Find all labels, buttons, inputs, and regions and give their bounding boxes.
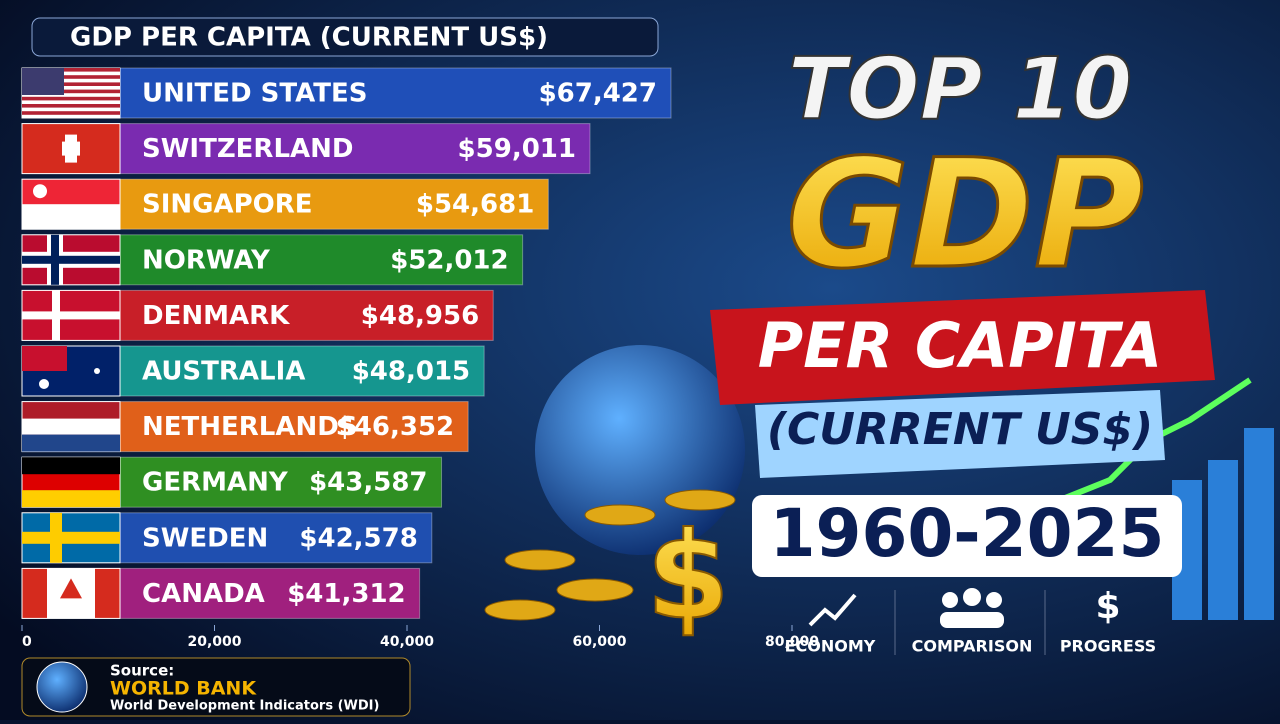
icon-row: $ [808, 586, 1121, 655]
flag [22, 96, 120, 101]
value-label: $43,587 [309, 468, 427, 498]
value-label: $48,956 [361, 301, 479, 331]
x-tick-label: 80,000 [765, 634, 819, 650]
flag [60, 578, 82, 599]
headline-currency: (CURRENT US$) [767, 404, 1153, 455]
blue-banner [755, 390, 1165, 478]
category-label: SWEDEN [142, 523, 268, 553]
flag [22, 68, 120, 72]
category-label: SINGAPORE [142, 190, 313, 220]
value-label: $48,015 [352, 357, 470, 387]
flag [94, 368, 100, 374]
flag [22, 457, 120, 475]
x-tick-label: 20,000 [187, 634, 241, 650]
years: 1960-2025 [770, 495, 1165, 572]
value-label: $46,352 [336, 412, 454, 442]
headline-top: TOP 10 [788, 39, 1132, 139]
icon-label: PROGRESS [1060, 637, 1156, 656]
category-label: NORWAY [142, 245, 271, 275]
source-name: WORLD BANK [110, 678, 257, 700]
flag [22, 531, 120, 544]
flag [22, 490, 120, 508]
flag [22, 68, 64, 95]
x-tick-label: 60,000 [572, 634, 626, 650]
flag [33, 184, 47, 199]
value-label: $42,578 [299, 523, 417, 553]
category-label: DENMARK [142, 301, 290, 331]
chart-title: GDP PER CAPITA (CURRENT US$) [70, 23, 548, 53]
value-label: $59,011 [458, 134, 576, 164]
source-label: Source: [110, 662, 174, 680]
category-label: NETHERLANDS [142, 412, 358, 442]
coins [484, 489, 736, 621]
category-label: CANADA [142, 579, 265, 609]
source-box [21, 657, 411, 717]
years-box [752, 495, 1182, 577]
value-label: $54,681 [416, 190, 534, 220]
category-label: SWITZERLAND [142, 134, 353, 164]
category-label: UNITED STATES [142, 79, 367, 109]
bar-chart: 0 20,000 40,000 60,000 80,000 UNITED STATES $6… [21, 67, 819, 650]
title-box [31, 17, 659, 57]
flag [22, 111, 120, 115]
flag [22, 418, 120, 435]
icon-label: COMPARISON [912, 637, 1033, 656]
source-detail: World Development Indicators (WDI) [110, 699, 379, 714]
category-label: GERMANY [142, 468, 289, 498]
icon-label: ECONOMY [785, 637, 876, 656]
red-banner [710, 290, 1215, 405]
flag [22, 311, 120, 320]
flag [22, 89, 120, 94]
flag [22, 434, 120, 452]
value-label: $52,012 [390, 245, 508, 275]
flag [21, 123, 121, 175]
x-tick-label: 40,000 [380, 634, 434, 650]
flag [22, 75, 120, 79]
headline-gdp: GDP [786, 128, 1144, 302]
svg-text:$: $ [1095, 586, 1120, 627]
dollar-icon: $ [646, 508, 730, 647]
flag [22, 255, 120, 264]
headline-per-capita: PER CAPITA [758, 309, 1163, 382]
source-globe [36, 661, 88, 713]
value-label: $41,312 [287, 579, 405, 609]
flag [22, 82, 120, 86]
flag [22, 346, 67, 371]
bar [21, 67, 672, 119]
flag [65, 134, 77, 163]
category-label: AUSTRALIA [142, 357, 305, 387]
flag [22, 104, 120, 108]
flag [22, 204, 120, 230]
flag [39, 379, 49, 389]
x-tick-label: 0 [22, 634, 32, 650]
value-label: $67,427 [539, 79, 657, 109]
